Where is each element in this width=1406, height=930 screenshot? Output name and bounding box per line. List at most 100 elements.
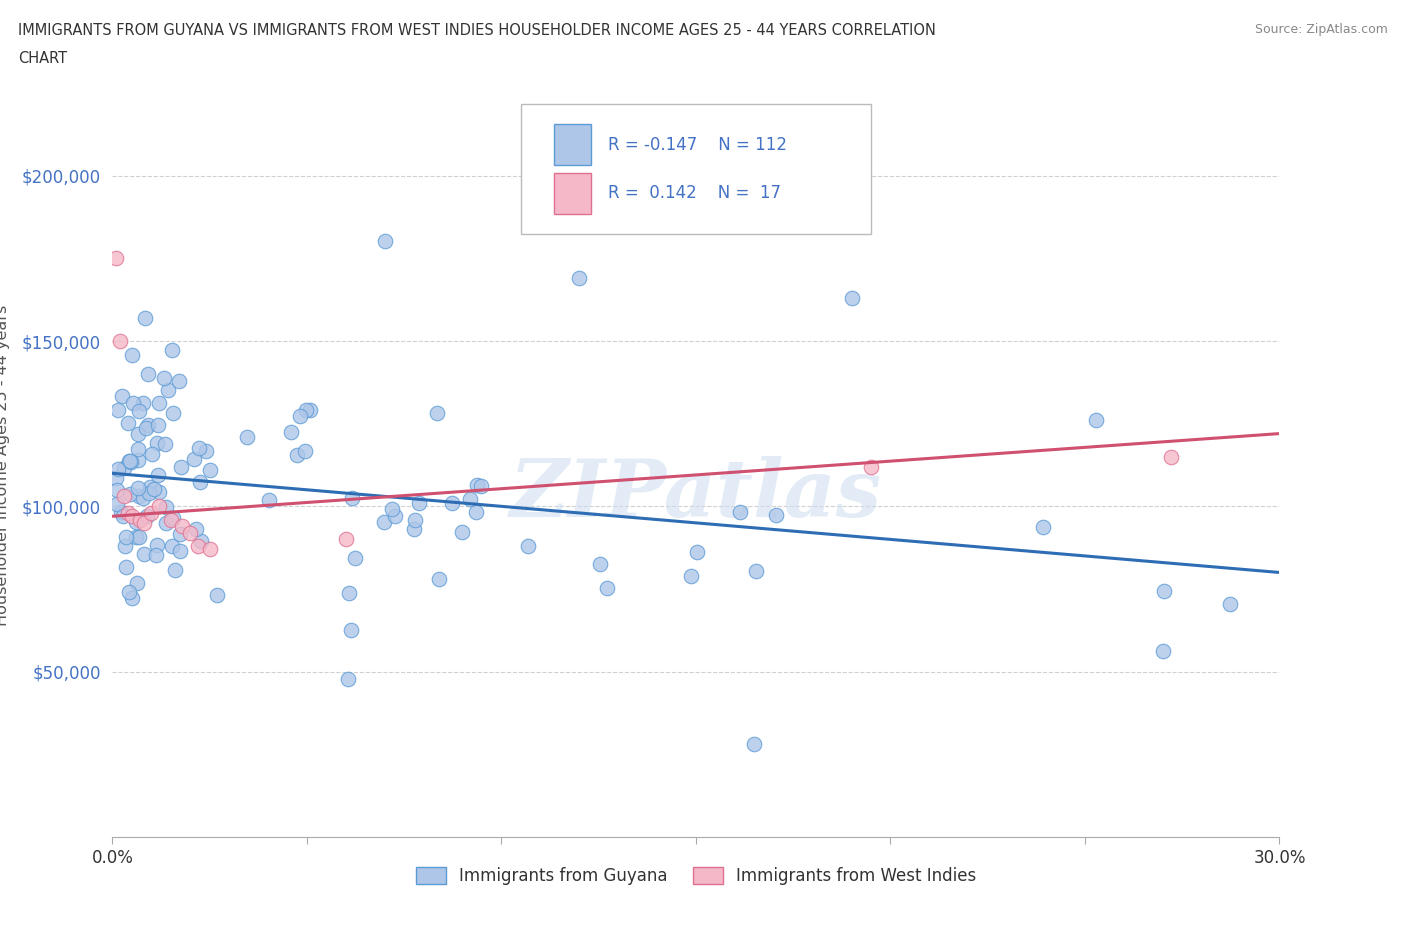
- Point: [127, 576, 149, 591]
- Point: [198, 542, 221, 557]
- Point: [516, 538, 538, 553]
- Point: [160, 512, 183, 527]
- Point: [122, 396, 145, 411]
- Point: [465, 477, 488, 492]
- Point: [155, 516, 177, 531]
- Text: CHART: CHART: [18, 51, 67, 66]
- Text: Source: ZipAtlas.com: Source: ZipAtlas.com: [1254, 23, 1388, 36]
- Point: [568, 271, 591, 286]
- Point: [125, 530, 148, 545]
- Point: [134, 311, 156, 325]
- Point: [465, 504, 488, 519]
- Point: [280, 424, 302, 439]
- Point: [451, 525, 474, 539]
- Point: [381, 502, 404, 517]
- Bar: [554, 173, 591, 214]
- Point: [374, 234, 396, 249]
- Legend: Immigrants from Guyana, Immigrants from West Indies: Immigrants from Guyana, Immigrants from …: [409, 860, 983, 892]
- Point: [190, 534, 212, 549]
- Point: [128, 512, 150, 527]
- Point: [458, 492, 481, 507]
- Point: [112, 489, 135, 504]
- Point: [860, 459, 883, 474]
- Point: [195, 444, 218, 458]
- Point: [427, 571, 450, 586]
- Point: [127, 453, 149, 468]
- Point: [148, 498, 170, 513]
- Point: [145, 548, 167, 563]
- Point: [110, 334, 132, 349]
- Point: [1160, 449, 1182, 464]
- Point: [127, 481, 149, 496]
- Point: [117, 506, 139, 521]
- Point: [285, 448, 308, 463]
- Point: [685, 544, 707, 559]
- Y-axis label: Householder Income Ages 25 - 44 years: Householder Income Ages 25 - 44 years: [0, 304, 10, 626]
- Point: [681, 568, 703, 583]
- Point: [134, 546, 156, 561]
- Point: [162, 405, 184, 420]
- Point: [153, 437, 176, 452]
- Point: [163, 563, 186, 578]
- Point: [121, 591, 143, 605]
- Point: [146, 468, 169, 483]
- Point: [114, 539, 136, 554]
- Point: [1153, 584, 1175, 599]
- Point: [339, 586, 361, 601]
- Point: [344, 551, 367, 565]
- Point: [142, 482, 165, 497]
- Point: [198, 462, 221, 477]
- Point: [118, 453, 141, 468]
- Point: [160, 538, 183, 553]
- Point: [589, 557, 612, 572]
- Text: ZIPatlas: ZIPatlas: [510, 456, 882, 534]
- Point: [205, 588, 228, 603]
- Point: [125, 514, 148, 529]
- Point: [135, 420, 157, 435]
- Point: [118, 584, 141, 599]
- Point: [172, 519, 194, 534]
- Point: [114, 461, 136, 476]
- Point: [111, 509, 134, 524]
- Point: [128, 488, 150, 503]
- Point: [105, 251, 128, 266]
- Point: [186, 522, 208, 537]
- Point: [148, 396, 170, 411]
- Point: [139, 479, 162, 494]
- Point: [105, 471, 128, 485]
- Point: [337, 671, 360, 686]
- Point: [120, 453, 142, 468]
- Point: [145, 538, 167, 552]
- Point: [146, 436, 169, 451]
- Point: [118, 486, 141, 501]
- Point: [141, 506, 163, 521]
- FancyBboxPatch shape: [520, 104, 872, 234]
- Point: [765, 507, 787, 522]
- Point: [141, 446, 163, 461]
- Point: [294, 444, 316, 458]
- Point: [110, 504, 132, 519]
- Point: [179, 525, 201, 540]
- Point: [105, 497, 128, 512]
- Point: [167, 373, 190, 388]
- Point: [121, 348, 143, 363]
- Point: [340, 622, 363, 637]
- Point: [155, 499, 177, 514]
- Point: [132, 515, 155, 530]
- Point: [120, 454, 142, 469]
- Text: R =  0.142    N =  17: R = 0.142 N = 17: [609, 184, 782, 202]
- Point: [105, 483, 128, 498]
- Point: [299, 403, 322, 418]
- Text: R = -0.147    N = 112: R = -0.147 N = 112: [609, 136, 787, 153]
- Text: IMMIGRANTS FROM GUYANA VS IMMIGRANTS FROM WEST INDIES HOUSEHOLDER INCOME AGES 25: IMMIGRANTS FROM GUYANA VS IMMIGRANTS FRO…: [18, 23, 936, 38]
- Point: [188, 474, 211, 489]
- Point: [136, 366, 159, 381]
- Point: [841, 290, 863, 305]
- Point: [135, 509, 157, 524]
- Point: [157, 382, 180, 397]
- Point: [294, 403, 316, 418]
- Point: [426, 405, 449, 420]
- Point: [470, 479, 492, 494]
- Point: [117, 416, 139, 431]
- Point: [138, 485, 160, 500]
